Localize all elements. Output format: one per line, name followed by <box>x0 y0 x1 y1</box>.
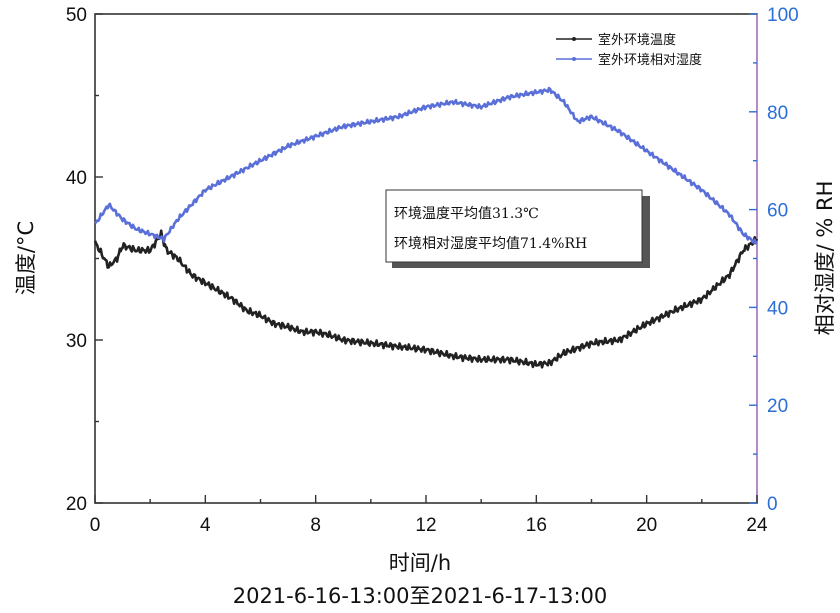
legend-label-temperature: 室外环境温度 <box>598 32 676 48</box>
annotation-avg-humidity: 环境相对湿度平均值71.4%RH <box>394 236 587 252</box>
y-left-tick-label: 50 <box>66 5 87 26</box>
y-right-tick-label: 100 <box>767 5 799 26</box>
legend-label-humidity: 室外环境相对湿度 <box>598 52 702 68</box>
x-tick-label: 16 <box>526 515 547 536</box>
y-right-tick-label: 40 <box>767 298 788 319</box>
x-tick-label: 20 <box>636 515 657 536</box>
y-left-tick-label: 40 <box>66 168 87 189</box>
annotation-box: 环境温度平均值31.3℃ 环境相对湿度平均值71.4%RH <box>385 189 650 268</box>
chart-subtitle-date-range: 2021-6-16-13:00至2021-6-17-13:00 <box>233 584 608 608</box>
series-line-humidity <box>94 86 758 246</box>
left-axis-ticks: 20 30 40 50 <box>66 5 103 515</box>
y-right-tick-label: 0 <box>767 494 778 515</box>
x-axis-ticks: 0 4 8 12 16 20 24 <box>90 495 768 536</box>
x-tick-label: 8 <box>310 515 321 536</box>
x-tick-label: 4 <box>200 515 211 536</box>
y-axis-left-title: 温度/°C <box>14 221 38 295</box>
legend-marker-humidity <box>572 57 576 61</box>
y-right-tick-label: 20 <box>767 396 788 417</box>
y-right-tick-label: 60 <box>767 201 788 222</box>
x-tick-label: 0 <box>90 515 101 536</box>
y-left-tick-label: 30 <box>66 331 87 352</box>
legend: 室外环境温度 室外环境相对湿度 <box>556 32 702 68</box>
annotation-avg-temperature: 环境温度平均值31.3℃ <box>394 206 539 222</box>
x-axis-title: 时间/h <box>389 551 451 575</box>
y-axis-right-title: 相对湿度/ % RH <box>813 181 837 336</box>
legend-marker-temperature <box>572 37 576 41</box>
y-left-tick-label: 20 <box>66 494 87 515</box>
right-axis-ticks: 0 20 40 60 80 100 <box>749 5 799 515</box>
y-right-tick-label: 80 <box>767 103 788 124</box>
x-tick-label: 24 <box>746 515 768 536</box>
x-tick-label: 12 <box>415 515 436 536</box>
series-line-temperature <box>93 229 759 369</box>
annotation-panel <box>385 189 643 263</box>
